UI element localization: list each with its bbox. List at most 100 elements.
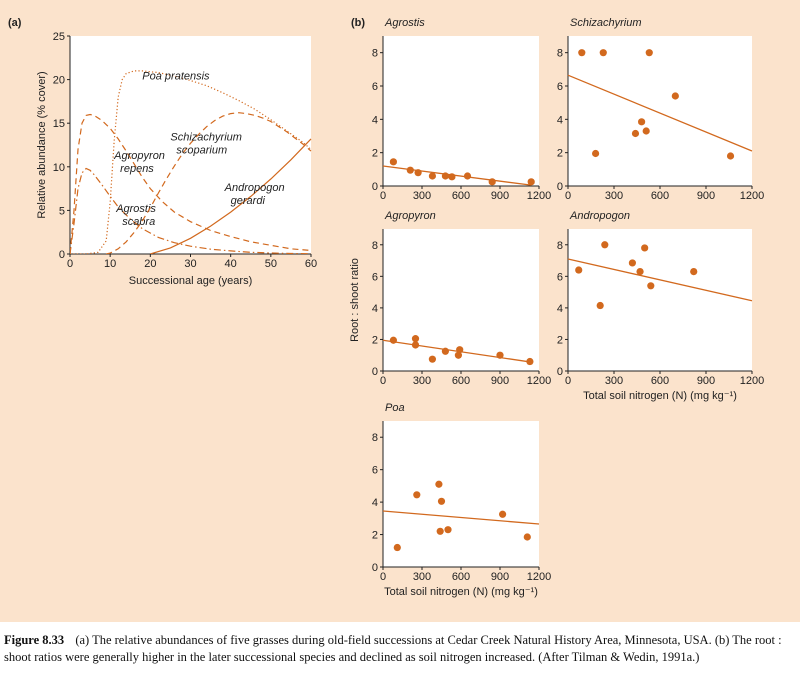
subplot-agrostis-y-tick-label: 4 [372, 114, 378, 126]
subplot-schizachyrium-data-point [726, 152, 735, 160]
figure-caption-label: Figure 8.33 [4, 633, 65, 647]
panel-a-y-axis-label: Relative abundance (% cover) [36, 71, 48, 218]
subplot-andropogon-data-point [636, 268, 644, 276]
subplot-andropogon-x-tick-label: 0 [565, 375, 571, 387]
subplot-schizachyrium-data-point [642, 127, 650, 135]
subplot-andropogon-x-tick-label: 900 [697, 375, 715, 387]
subplot-agropyron-title: Agropyron [384, 210, 436, 222]
subplot-andropogon-data-point [628, 259, 637, 267]
subplot-agrostis-data-point [441, 172, 449, 180]
subplot-schizachyrium-data-point [638, 118, 646, 126]
subplot-agropyron-y-tick-label: 6 [372, 271, 378, 283]
subplot-poa-data-point [393, 543, 401, 552]
subplot-poa-y-tick-label: 2 [372, 530, 378, 542]
subplot-poa-x-tick-label: 1200 [527, 571, 551, 583]
series-label-andropogon-gerardi: Andropogon [224, 182, 285, 194]
subplot-agropyron-y-tick-label: 0 [372, 366, 378, 378]
panel-a-y-tick-label: 20 [53, 75, 65, 87]
subplot-poa-y-tick-label: 4 [372, 497, 378, 509]
subplot-agrostis-x-tick-label: 300 [413, 190, 431, 202]
subplot-schizachyrium-y-tick-label: 0 [557, 181, 563, 193]
subplot-schizachyrium-x-tick-label: 900 [697, 190, 715, 202]
subplot-schizachyrium-y-tick-label: 8 [557, 48, 563, 60]
series-line-agropyron-repens [70, 113, 312, 254]
subplot-schizachyrium-x-tick-label: 1200 [740, 190, 764, 202]
subplot-poa-data-point [435, 480, 443, 488]
series-line-schizachyrium-scoparium [106, 112, 312, 254]
subplot-agropyron-data-point [454, 351, 462, 359]
subplot-schizachyrium-trend-line [567, 74, 753, 152]
figure-caption-text: (a) The relative abundances of five gras… [4, 633, 782, 664]
subplot-andropogon-y-tick-label: 8 [557, 240, 563, 252]
panel-b-y-axis-label: Root : shoot ratio [349, 258, 361, 342]
subplot-schizachyrium-data-point [599, 49, 607, 57]
subplot-poa-x-axis-label: Total soil nitrogen (N) (mg kg⁻¹) [384, 586, 538, 598]
subplot-agropyron-y-tick-label: 2 [372, 334, 378, 346]
subplot-agrostis-y-tick-label: 6 [372, 81, 378, 93]
subplot-andropogon-y-tick-label: 6 [557, 271, 563, 283]
subplot-agrostis-data-point [389, 158, 397, 166]
subplot-poa-y-tick-label: 0 [372, 562, 378, 574]
subplot-poa-y-tick-label: 6 [372, 465, 378, 477]
subplot-poa-data-point [437, 497, 446, 505]
subplot-schizachyrium-data-point [578, 49, 586, 57]
subplot-andropogon-data-point [601, 241, 609, 249]
panel-a-x-tick-label: 20 [144, 258, 156, 270]
subplot-schizachyrium-data-point [671, 92, 679, 100]
panel-a-y-tick-label: 15 [53, 118, 65, 130]
subplot-andropogon-data-point [641, 244, 649, 252]
subplot-schizachyrium-title: Schizachyrium [570, 17, 642, 29]
subplot-andropogon-title: Andropogon [569, 210, 630, 222]
subplot-poa-x-tick-label: 300 [413, 571, 431, 583]
subplot-andropogon-y-tick-label: 4 [557, 303, 563, 315]
panel-a-x-tick-label: 50 [265, 258, 277, 270]
series-label-poa-pratensis: Poa pratensis [142, 71, 210, 83]
subplot-agrostis-data-point [527, 178, 535, 186]
subplot-agropyron-data-point [456, 346, 464, 354]
subplot-andropogon-x-tick-label: 1200 [740, 375, 764, 387]
subplot-agropyron-x-tick-label: 0 [380, 375, 386, 387]
subplot-schizachyrium-data-point [645, 49, 653, 57]
subplot-schizachyrium-y-tick-label: 4 [557, 114, 563, 126]
panel-a-x-tick-label: 30 [184, 258, 196, 270]
subplot-poa-x-tick-label: 900 [491, 571, 509, 583]
subplot-agrostis-data-point [488, 178, 496, 186]
series-line-andropogon-gerardi [150, 138, 312, 254]
panel-a-y-tick-label: 0 [59, 249, 65, 261]
subplot-schizachyrium-data-point [592, 149, 600, 158]
subplot-andropogon-plot-area [568, 229, 752, 371]
subplot-andropogon-data-point [575, 266, 583, 274]
subplot-agropyron-x-tick-label: 1200 [527, 375, 551, 387]
subplot-agropyron-data-point [411, 335, 420, 343]
series-line-poa-pratensis [70, 70, 312, 254]
subplot-agrostis-data-point [463, 172, 472, 180]
subplot-agrostis-title: Agrostis [384, 17, 425, 29]
subplot-poa-y-tick-label: 8 [372, 432, 378, 444]
subplot-poa-data-point [499, 510, 507, 518]
subplot-agrostis-plot-area [383, 36, 539, 186]
subplot-schizachyrium-x-tick-label: 300 [605, 190, 623, 202]
series-label-agropyron-repens: repens [120, 163, 154, 175]
subplot-agrostis-data-point [448, 173, 456, 181]
subplot-agropyron-data-point [496, 351, 504, 359]
subplot-poa-data-point [436, 527, 444, 535]
subplot-andropogon-x-axis-label: Total soil nitrogen (N) (mg kg⁻¹) [583, 390, 737, 402]
subplot-andropogon-data-point [596, 301, 604, 310]
subplot-agrostis-x-tick-label: 900 [491, 190, 509, 202]
subplot-schizachyrium-plot-area [568, 36, 752, 186]
series-label-schizachyrium-scoparium: Schizachyrium [170, 132, 242, 144]
series-line-agrostis-scabra [70, 167, 312, 254]
subplot-agropyron-data-point [428, 355, 436, 363]
panel-a-y-tick-label: 10 [53, 162, 65, 174]
subplot-poa-x-tick-label: 0 [380, 571, 386, 583]
subplot-poa-x-tick-label: 600 [452, 571, 470, 583]
subplot-agrostis-data-point [406, 166, 414, 174]
panel-a-x-tick-label: 40 [225, 258, 237, 270]
panel-a-y-tick-label: 5 [59, 205, 65, 217]
subplot-agrostis-y-tick-label: 0 [372, 181, 378, 193]
subplot-schizachyrium-y-tick-label: 2 [557, 148, 563, 160]
series-label-andropogon-gerardi: gerardi [231, 195, 266, 207]
subplot-agropyron-x-tick-label: 600 [452, 375, 470, 387]
